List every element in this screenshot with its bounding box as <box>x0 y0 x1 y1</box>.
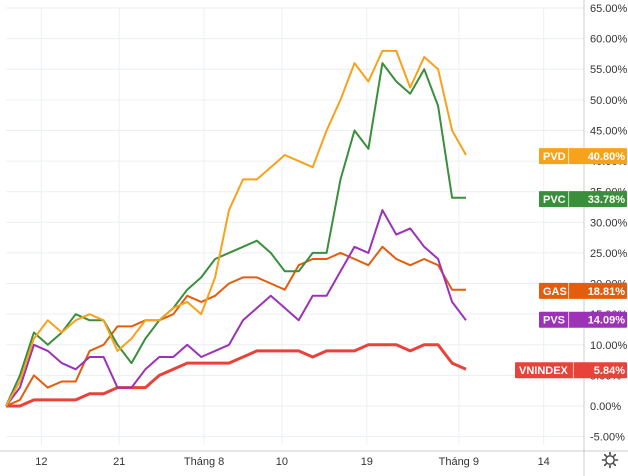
y-axis: 65.00%60.00%55.00%50.00%45.00%40.00%35.0… <box>583 0 628 476</box>
series-line-vnindex <box>6 343 467 408</box>
gridlines <box>6 7 584 445</box>
y-tick-label: 0.00% <box>590 401 621 413</box>
series-tag-pvc: PVC 33.78% <box>539 191 627 208</box>
y-tick-label: 55.00% <box>590 64 628 76</box>
series-tag-name: VNINDEX <box>519 365 569 377</box>
series-tag-name: PVD <box>543 151 566 163</box>
series-line-pvd <box>5 49 467 407</box>
y-tick-label: 30.00% <box>590 217 628 229</box>
y-tick-label: 65.00% <box>590 3 628 15</box>
series-tag-value: 14.09% <box>588 315 626 327</box>
y-tick-label: -5.00% <box>590 432 625 444</box>
series-tag-gas: GAS 18.81% <box>539 282 627 299</box>
series-tag-value: 33.78% <box>588 194 626 206</box>
y-tick-label: 60.00% <box>590 34 628 46</box>
x-tick-label: 14 <box>538 456 550 468</box>
series-tag-value: 40.80% <box>588 151 626 163</box>
x-tick-label: 21 <box>113 456 125 468</box>
y-tick-label: 10.00% <box>590 340 628 352</box>
series-line-gas <box>5 245 466 407</box>
series-line-pvs <box>5 209 467 407</box>
x-tick-label: Tháng 8 <box>184 456 224 468</box>
series-tag-value: 18.81% <box>588 286 626 298</box>
x-tick-label: Tháng 9 <box>439 456 479 468</box>
y-tick-label: 50.00% <box>590 95 628 107</box>
y-tick-label: 45.00% <box>590 125 628 137</box>
series-tag-name: PVC <box>543 194 566 206</box>
y-tick-label: 25.00% <box>590 248 628 260</box>
x-axis: 12 21 Tháng 8 10 19 Tháng 9 14 <box>0 450 628 468</box>
series-lines <box>5 49 467 408</box>
series-tag-name: GAS <box>543 286 567 298</box>
series-value-tags: PVD 40.80% PVC 33.78% GAS 18.81% PVS 14.09% VNIN… <box>515 148 627 379</box>
series-tag-name: PVS <box>543 315 565 327</box>
x-tick-label: 19 <box>361 456 373 468</box>
x-tick-label: 12 <box>35 456 47 468</box>
series-tag-pvd: PVD 40.80% <box>539 148 627 165</box>
x-tick-label: 10 <box>276 456 288 468</box>
gear-icon[interactable] <box>601 451 619 469</box>
series-tag-pvs: PVS 14.09% <box>539 311 627 328</box>
series-tag-value: 5.84% <box>594 365 625 377</box>
series-tag-vnindex: VNINDEX 5.84% <box>515 362 627 379</box>
